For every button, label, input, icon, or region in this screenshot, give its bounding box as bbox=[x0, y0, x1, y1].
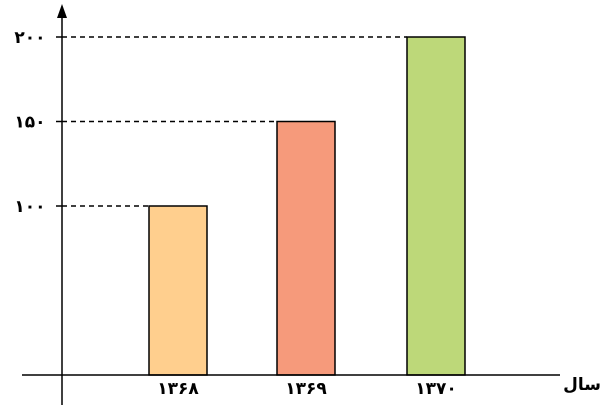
x-tick-labels: ۱۳۶۸ ۱۳۶۹ ۱۳۷۰ bbox=[157, 379, 457, 399]
x-tick-label: ۱۳۷۰ bbox=[415, 379, 457, 399]
x-axis-title: سال bbox=[563, 375, 601, 395]
reference-lines bbox=[62, 36, 407, 207]
bars bbox=[148, 36, 466, 376]
y-axis-arrow-icon bbox=[57, 4, 67, 18]
y-tick-labels: ۱۰۰ ۱۵۰ ۲۰۰ bbox=[14, 28, 62, 217]
x-tick-label: ۱۳۶۹ bbox=[285, 379, 327, 399]
bar-1 bbox=[148, 205, 208, 376]
y-tick-label: ۲۰۰ bbox=[14, 28, 45, 48]
y-tick-label: ۱۰۰ bbox=[14, 197, 45, 217]
x-tick-label: ۱۳۶۸ bbox=[157, 379, 199, 399]
bar-3 bbox=[406, 36, 466, 376]
y-tick-label: ۱۵۰ bbox=[14, 113, 45, 133]
bar-2 bbox=[276, 120, 336, 376]
